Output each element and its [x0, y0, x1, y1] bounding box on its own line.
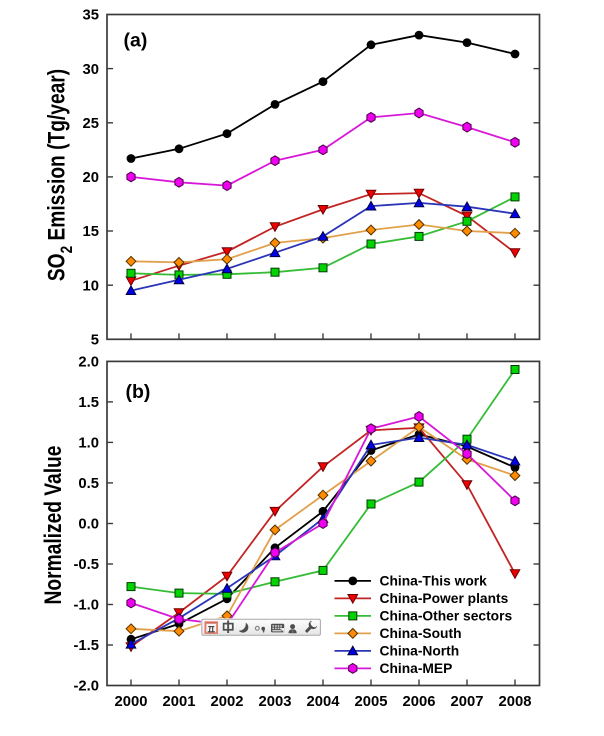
svg-text:China-This work: China-This work [380, 574, 488, 589]
svg-text:20: 20 [83, 170, 99, 186]
svg-text:China-Power plants: China-Power plants [380, 591, 509, 606]
svg-text:2008: 2008 [499, 694, 532, 710]
svg-text:China-MEP: China-MEP [380, 661, 453, 676]
svg-text:2001: 2001 [163, 694, 196, 710]
svg-text:2002: 2002 [211, 694, 244, 710]
svg-text:2.0: 2.0 [78, 355, 99, 371]
svg-text:30: 30 [83, 62, 99, 78]
svg-text:10: 10 [83, 278, 99, 294]
svg-text:25: 25 [83, 116, 99, 132]
svg-text:-0.5: -0.5 [74, 557, 100, 573]
svg-text:China-North: China-North [380, 644, 460, 659]
svg-text:-1.5: -1.5 [74, 638, 100, 654]
svg-text:0.5: 0.5 [78, 476, 99, 492]
svg-text:5: 5 [91, 333, 99, 349]
svg-text:-2.0: -2.0 [74, 679, 100, 695]
svg-text:2003: 2003 [259, 694, 292, 710]
svg-text:1.5: 1.5 [78, 395, 99, 411]
svg-text:2000: 2000 [115, 694, 148, 710]
svg-text:-1.0: -1.0 [74, 598, 100, 614]
svg-text:Normalized Value: Normalized Value [39, 446, 67, 605]
svg-text:2005: 2005 [355, 694, 388, 710]
svg-text:0.0: 0.0 [78, 517, 99, 533]
svg-text:15: 15 [83, 224, 99, 240]
svg-text:China-South: China-South [380, 626, 462, 641]
svg-text:1.0: 1.0 [78, 436, 99, 452]
svg-text:2004: 2004 [307, 694, 341, 710]
svg-text:2006: 2006 [403, 694, 436, 710]
svg-text:2007: 2007 [451, 694, 484, 710]
svg-text:(b): (b) [126, 381, 151, 403]
svg-text:China-Other sectors: China-Other sectors [380, 609, 513, 624]
svg-text:35: 35 [83, 8, 99, 24]
svg-text:(a): (a) [124, 30, 148, 52]
